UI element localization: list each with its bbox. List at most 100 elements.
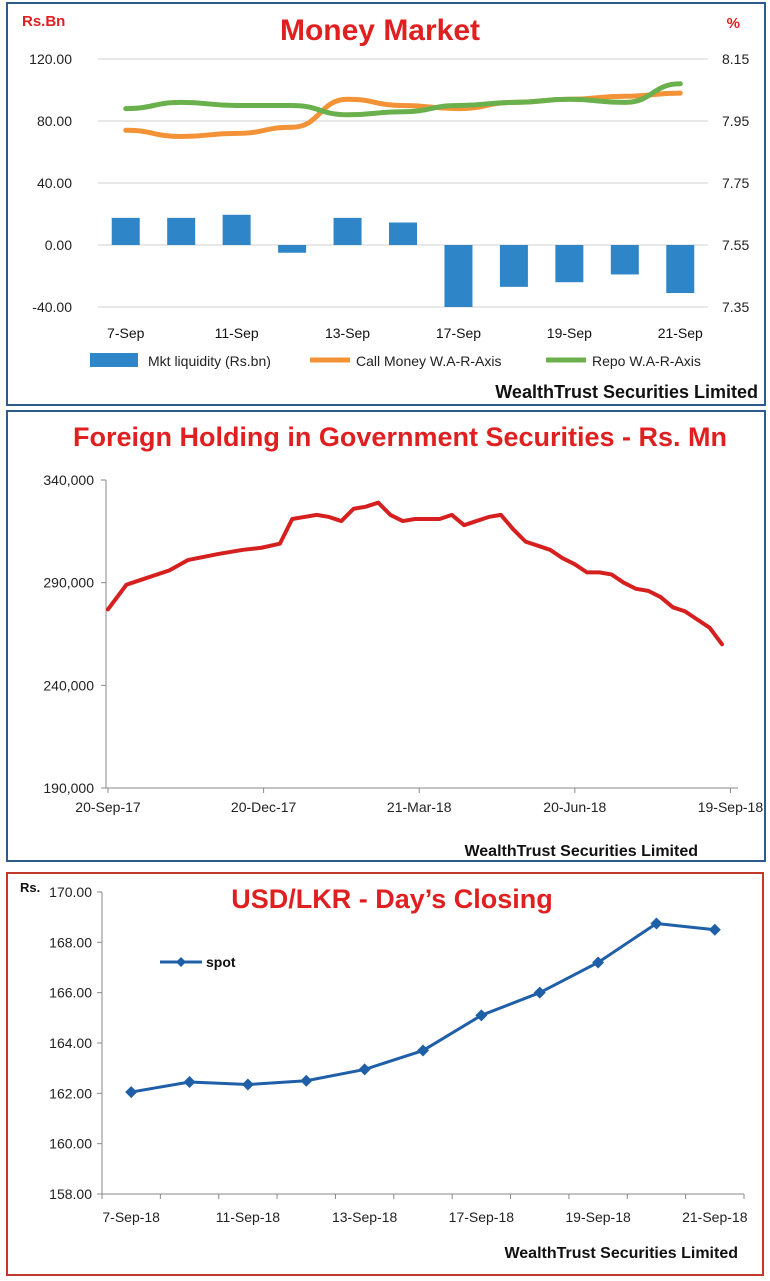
bar-liquidity bbox=[278, 245, 307, 253]
spot-point bbox=[475, 1009, 488, 1022]
spot-point bbox=[125, 1086, 138, 1099]
right-axis-unit: % bbox=[727, 15, 740, 32]
y-tick-label-right: 7.35 bbox=[722, 299, 749, 315]
x-tick-label: 17-Sep bbox=[436, 325, 481, 341]
x-tick-label: 19-Sep-18 bbox=[565, 1209, 631, 1225]
y-tick-label-right: 7.95 bbox=[722, 113, 749, 129]
y-tick-label-right: 8.15 bbox=[722, 51, 749, 67]
y-tick-label: 168.00 bbox=[49, 934, 92, 950]
x-tick-label: 21-Sep bbox=[658, 325, 703, 341]
x-tick-label: 11-Sep bbox=[215, 325, 259, 341]
grid bbox=[98, 58, 708, 308]
bar-liquidity bbox=[111, 217, 140, 245]
x-tick-label: 13-Sep bbox=[325, 325, 370, 341]
spot-point bbox=[358, 1063, 371, 1076]
axes bbox=[101, 892, 744, 1195]
money-market-chart: Rs.Bn % Money Market 120.00 80.00 40.00 0.0… bbox=[22, 13, 758, 402]
axes bbox=[105, 480, 738, 789]
x-ticks: 7-Sep-18 11-Sep-18 13-Sep-18 17-Sep-18 19-Se… bbox=[101, 1194, 748, 1225]
bar-liquidity bbox=[333, 217, 362, 245]
spot-point bbox=[183, 1076, 196, 1089]
right-y-ticks: 8.15 7.95 7.75 7.55 7.35 bbox=[722, 51, 749, 315]
lines bbox=[123, 81, 683, 140]
credit: WealthTrust Securities Limited bbox=[464, 843, 698, 860]
x-tick-label: 7-Sep bbox=[107, 325, 145, 341]
usd-lkr-chart: Rs. USD/LKR - Day’s Closing 170.00 168.00… bbox=[20, 880, 748, 1262]
y-tick-label: 164.00 bbox=[49, 1035, 92, 1051]
spot-point bbox=[708, 923, 721, 936]
y-tick-label-left: 80.00 bbox=[37, 113, 72, 129]
x-tick-label: 21-Mar-18 bbox=[387, 799, 452, 815]
x-tick-label: 19-Sep bbox=[547, 325, 592, 341]
y-tick-label: 290,000 bbox=[43, 575, 94, 591]
holding-line bbox=[106, 500, 724, 647]
legend: spot bbox=[160, 954, 236, 970]
y-tick-label: 340,000 bbox=[43, 472, 94, 488]
spot-point bbox=[417, 1044, 429, 1057]
credit: WealthTrust Securities Limited bbox=[504, 1245, 738, 1262]
bar-liquidity bbox=[222, 214, 251, 245]
x-tick-label: 19-Sep-18 bbox=[698, 799, 764, 815]
spot-point bbox=[300, 1074, 313, 1087]
legend-marker-spot bbox=[176, 957, 186, 967]
x-tick-label: 21-Sep-18 bbox=[682, 1209, 748, 1225]
bars bbox=[111, 214, 695, 307]
y-tick-label: 190,000 bbox=[43, 780, 94, 796]
x-tick-label: 7-Sep-18 bbox=[102, 1209, 160, 1225]
chart-title: Foreign Holding in Government Securities… bbox=[73, 422, 727, 452]
legend-label-spot: spot bbox=[206, 954, 236, 970]
legend-swatch-liquidity bbox=[90, 353, 138, 367]
series-line bbox=[106, 500, 724, 647]
money-market-panel: Rs.Bn % Money Market 120.00 80.00 40.00 0.0… bbox=[6, 2, 766, 406]
y-tick-label: 162.00 bbox=[49, 1085, 92, 1101]
y-tick-label-left: 40.00 bbox=[37, 175, 72, 191]
x-tick-label: 20-Jun-18 bbox=[543, 799, 606, 815]
spot-point bbox=[533, 986, 546, 999]
y-tick-label-right: 7.55 bbox=[722, 237, 749, 253]
x-ticks: 20-Sep-17 20-Dec-17 21-Mar-18 20-Jun-18 19-S… bbox=[75, 788, 763, 815]
x-ticks: 7-Sep 11-Sep 13-Sep 17-Sep 19-Sep 21-Sep bbox=[107, 325, 703, 341]
bar-liquidity bbox=[555, 245, 584, 283]
legend: Mkt liquidity (Rs.bn) Call Money W.A-R-A… bbox=[90, 353, 701, 369]
y-tick-label: 170.00 bbox=[49, 884, 92, 900]
y-axis-unit: Rs. bbox=[20, 880, 40, 895]
series-line bbox=[125, 917, 721, 1099]
bar-liquidity bbox=[444, 245, 473, 307]
x-tick-label: 13-Sep-18 bbox=[332, 1209, 398, 1225]
y-tick-label: 166.00 bbox=[49, 985, 92, 1001]
legend-label-repo: Repo W.A-R-Axis bbox=[592, 353, 701, 369]
y-ticks: 340,000 290,000 240,000 190,000 bbox=[43, 472, 106, 796]
chart-title: Money Market bbox=[280, 14, 480, 47]
spot-point bbox=[592, 956, 605, 969]
x-tick-label: 20-Sep-17 bbox=[75, 799, 141, 815]
spot-line bbox=[130, 921, 715, 1094]
y-tick-label-left: 120.00 bbox=[29, 51, 72, 67]
bar-liquidity bbox=[610, 245, 639, 275]
y-tick-label: 158.00 bbox=[49, 1186, 92, 1202]
left-y-ticks: 120.00 80.00 40.00 0.00 -40.00 bbox=[29, 51, 72, 315]
bar-liquidity bbox=[389, 222, 417, 245]
spot-point bbox=[650, 917, 663, 930]
chart-title: USD/LKR - Day’s Closing bbox=[231, 884, 553, 914]
x-tick-label: 20-Dec-17 bbox=[231, 799, 297, 815]
foreign-holding-panel: Foreign Holding in Government Securities… bbox=[6, 410, 766, 862]
y-tick-label-left: -40.00 bbox=[32, 299, 72, 315]
y-tick-label-left: 0.00 bbox=[45, 237, 72, 253]
x-tick-label: 11-Sep-18 bbox=[216, 1209, 281, 1225]
x-tick-label: 17-Sep-18 bbox=[449, 1209, 515, 1225]
legend-label-call-money: Call Money W.A-R-Axis bbox=[356, 353, 501, 369]
legend-label-liquidity: Mkt liquidity (Rs.bn) bbox=[148, 353, 271, 369]
left-axis-unit: Rs.Bn bbox=[22, 13, 65, 30]
credit: WealthTrust Securities Limited bbox=[495, 382, 758, 402]
bar-liquidity bbox=[666, 245, 695, 294]
spot-point bbox=[241, 1078, 254, 1091]
line-repo bbox=[123, 81, 683, 118]
y-tick-label: 160.00 bbox=[49, 1136, 92, 1152]
y-tick-label-right: 7.75 bbox=[722, 175, 749, 191]
foreign-holding-chart: Foreign Holding in Government Securities… bbox=[43, 422, 763, 860]
bar-liquidity bbox=[499, 245, 528, 287]
usd-lkr-panel: Rs. USD/LKR - Day’s Closing 170.00 168.00… bbox=[6, 872, 764, 1276]
y-tick-label: 240,000 bbox=[43, 677, 94, 693]
y-ticks: 170.00 168.00 166.00 164.00 162.00 160.00 158.… bbox=[49, 884, 102, 1202]
bar-liquidity bbox=[167, 217, 196, 245]
